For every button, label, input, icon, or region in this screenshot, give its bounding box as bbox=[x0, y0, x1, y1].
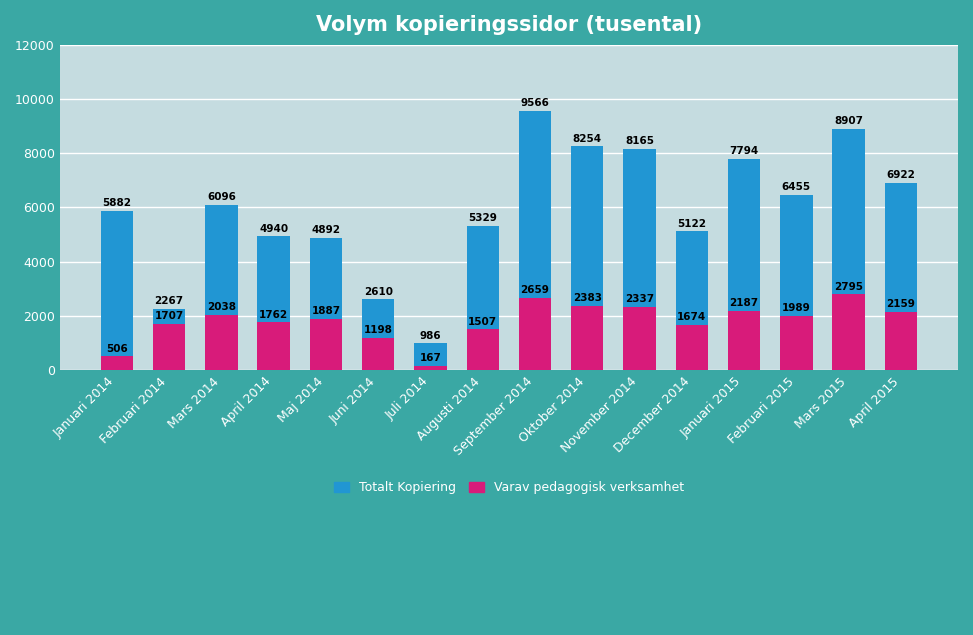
Text: 7794: 7794 bbox=[730, 146, 759, 156]
Bar bbox=[414, 344, 447, 370]
Bar bbox=[780, 316, 812, 370]
Text: 986: 986 bbox=[419, 331, 442, 340]
Text: 2267: 2267 bbox=[155, 296, 184, 306]
Bar bbox=[624, 307, 656, 370]
Bar bbox=[100, 211, 133, 370]
Text: 5329: 5329 bbox=[468, 213, 497, 223]
Bar bbox=[833, 295, 865, 370]
Bar bbox=[780, 195, 812, 370]
Bar bbox=[414, 366, 447, 370]
Text: 8165: 8165 bbox=[625, 136, 654, 146]
Title: Volym kopieringssidor (tusental): Volym kopieringssidor (tusental) bbox=[316, 15, 702, 35]
Bar bbox=[205, 315, 237, 370]
Text: 8254: 8254 bbox=[573, 134, 602, 144]
Bar bbox=[728, 311, 760, 370]
Bar bbox=[258, 236, 290, 370]
Bar bbox=[205, 205, 237, 370]
Bar bbox=[466, 330, 499, 370]
Text: 2795: 2795 bbox=[834, 282, 863, 291]
Text: 1198: 1198 bbox=[364, 325, 393, 335]
Bar bbox=[728, 159, 760, 370]
Bar bbox=[153, 309, 185, 370]
Text: 2610: 2610 bbox=[364, 286, 393, 297]
Text: 167: 167 bbox=[419, 353, 442, 363]
Bar bbox=[675, 324, 708, 370]
Text: 8907: 8907 bbox=[834, 116, 863, 126]
Text: 5882: 5882 bbox=[102, 198, 131, 208]
Bar bbox=[519, 298, 552, 370]
Bar bbox=[258, 323, 290, 370]
Bar bbox=[100, 356, 133, 370]
Text: 2337: 2337 bbox=[625, 294, 654, 304]
Bar bbox=[571, 147, 603, 370]
Bar bbox=[884, 312, 918, 370]
Text: 1887: 1887 bbox=[311, 306, 341, 316]
Bar bbox=[884, 182, 918, 370]
Legend: Totalt Kopiering, Varav pedagogisk verksamhet: Totalt Kopiering, Varav pedagogisk verks… bbox=[328, 475, 690, 500]
Text: 506: 506 bbox=[106, 344, 127, 354]
Text: 1507: 1507 bbox=[468, 316, 497, 326]
Bar bbox=[466, 225, 499, 370]
Text: 6455: 6455 bbox=[782, 182, 811, 192]
Bar bbox=[362, 299, 394, 370]
Bar bbox=[571, 305, 603, 370]
Bar bbox=[309, 319, 342, 370]
Text: 2383: 2383 bbox=[573, 293, 601, 303]
Text: 1674: 1674 bbox=[677, 312, 706, 322]
Bar bbox=[624, 149, 656, 370]
Bar bbox=[833, 129, 865, 370]
Text: 4892: 4892 bbox=[311, 225, 341, 235]
Text: 2038: 2038 bbox=[207, 302, 235, 312]
Text: 2187: 2187 bbox=[730, 298, 759, 308]
Text: 5122: 5122 bbox=[677, 218, 706, 229]
Text: 6922: 6922 bbox=[886, 170, 916, 180]
Text: 6096: 6096 bbox=[207, 192, 235, 202]
Bar bbox=[362, 338, 394, 370]
Bar bbox=[675, 231, 708, 370]
Text: 1989: 1989 bbox=[782, 304, 811, 314]
Bar bbox=[519, 111, 552, 370]
Text: 2159: 2159 bbox=[886, 299, 916, 309]
Bar bbox=[309, 237, 342, 370]
Bar bbox=[153, 324, 185, 370]
Text: 9566: 9566 bbox=[521, 98, 550, 108]
Text: 1707: 1707 bbox=[155, 311, 184, 321]
Text: 2659: 2659 bbox=[521, 285, 550, 295]
Text: 4940: 4940 bbox=[259, 224, 288, 234]
Text: 1762: 1762 bbox=[259, 310, 288, 319]
